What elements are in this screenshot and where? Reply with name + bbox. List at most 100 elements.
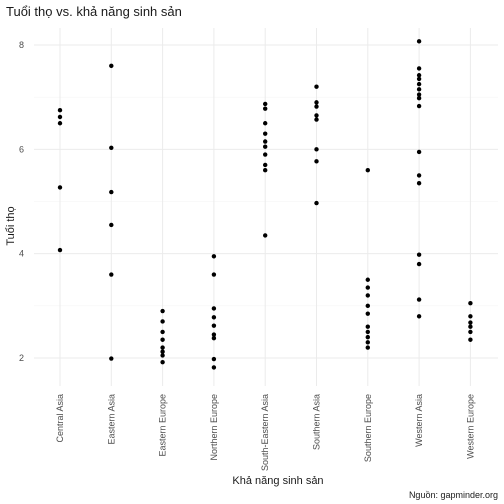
data-point	[365, 345, 370, 350]
data-point	[57, 185, 63, 190]
data-point	[263, 162, 268, 168]
data-point	[416, 252, 422, 257]
data-point	[263, 233, 268, 238]
data-point	[365, 329, 370, 335]
data-point	[263, 152, 268, 157]
data-point	[314, 113, 319, 118]
data-point	[211, 254, 217, 259]
data-point	[416, 66, 422, 71]
data-point	[416, 297, 422, 302]
data-point	[263, 121, 268, 126]
data-point	[160, 308, 165, 314]
data-point	[468, 320, 473, 325]
data-point	[109, 272, 114, 277]
data-point	[365, 293, 370, 298]
data-point	[160, 329, 165, 335]
x-tick-label: Western Asia	[414, 394, 424, 447]
data-point	[211, 332, 217, 337]
data-point	[416, 87, 422, 92]
data-point	[365, 277, 370, 282]
data-point	[416, 314, 422, 319]
data-point	[468, 314, 473, 319]
data-point	[160, 353, 165, 358]
x-tick-label: Central Asia	[55, 394, 65, 443]
y-tick-label: 6	[19, 144, 24, 154]
data-point	[365, 334, 370, 340]
data-point	[365, 168, 370, 173]
data-points	[57, 39, 473, 370]
data-point	[263, 101, 268, 107]
data-point	[416, 73, 422, 78]
data-point	[160, 359, 165, 365]
y-tick-label: 2	[19, 353, 24, 363]
data-point	[211, 365, 217, 370]
chart-title: Tuổi thọ vs. khả năng sinh sản	[6, 4, 182, 19]
data-point	[468, 301, 473, 306]
data-point	[314, 200, 319, 206]
data-point	[211, 356, 217, 362]
x-tick-labels: Central Asia Eastern Asia Eastern Europe No…	[55, 394, 475, 471]
x-tick-label: Eastern Asia	[106, 394, 116, 445]
data-point	[416, 261, 422, 267]
y-axis-title: Tuổi thọ	[5, 206, 17, 245]
y-tick-label: 4	[19, 249, 24, 259]
data-point	[263, 131, 268, 136]
data-point	[416, 76, 422, 82]
data-point	[416, 92, 422, 97]
data-point	[314, 100, 319, 105]
y-tick-label: 8	[19, 40, 24, 50]
data-point	[57, 247, 63, 253]
x-tick-label: Eastern Europe	[158, 394, 168, 457]
data-point	[365, 340, 370, 345]
data-point	[160, 337, 165, 342]
x-axis-title: Khả năng sinh sản	[232, 475, 323, 487]
data-point	[365, 311, 370, 316]
data-point	[468, 324, 473, 329]
data-point	[365, 303, 370, 309]
data-point	[416, 96, 422, 101]
data-point	[211, 306, 217, 311]
data-point	[211, 272, 217, 277]
data-point	[416, 149, 422, 155]
data-point	[109, 63, 114, 69]
data-point	[365, 285, 370, 290]
data-point	[211, 335, 217, 341]
data-point	[416, 81, 422, 87]
data-point	[416, 181, 422, 186]
data-point	[314, 104, 319, 109]
data-point	[468, 329, 473, 335]
data-point	[160, 349, 165, 354]
data-point	[263, 139, 268, 144]
x-tick-label: Western Europe	[465, 394, 475, 459]
data-point	[109, 145, 114, 150]
x-tick-label: Northern Europe	[209, 394, 219, 461]
data-point	[57, 108, 63, 113]
data-point	[57, 121, 63, 126]
y-tick-labels: 2 4 6 8	[19, 40, 24, 363]
x-tick-label: South-Eastern Asia	[260, 394, 270, 471]
data-point	[109, 356, 114, 361]
data-point	[160, 345, 165, 350]
source-caption: Nguồn: gapminder.org	[409, 490, 498, 500]
data-point	[416, 103, 422, 109]
data-point	[263, 106, 268, 111]
data-point	[211, 323, 217, 328]
data-point	[211, 315, 217, 320]
data-point	[314, 159, 319, 164]
data-point	[314, 117, 319, 122]
data-point	[314, 84, 319, 89]
data-point	[416, 39, 422, 44]
data-point	[468, 337, 473, 342]
data-point	[365, 324, 370, 329]
data-point	[57, 114, 63, 120]
x-tick-label: Southern Asia	[312, 394, 322, 450]
data-point	[263, 168, 268, 173]
x-tick-label: Southern Europe	[363, 394, 373, 462]
data-point	[109, 222, 114, 228]
data-point	[160, 319, 165, 324]
data-point	[263, 144, 268, 149]
data-point	[109, 189, 114, 195]
data-point	[416, 173, 422, 178]
